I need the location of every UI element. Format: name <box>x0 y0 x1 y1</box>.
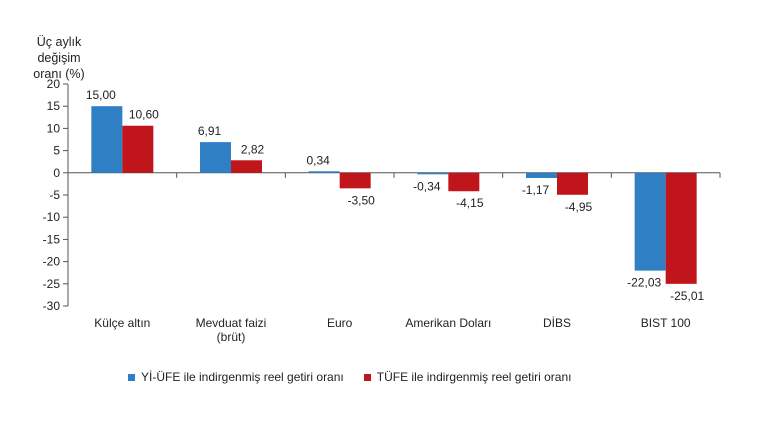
x-category-label: Mevduat faizi <box>196 316 267 330</box>
bar-tufe <box>231 160 262 173</box>
y-tick-label: 0 <box>53 166 60 180</box>
data-label: 15,00 <box>86 88 116 102</box>
bar-yi-ufe <box>200 142 231 173</box>
bar-tufe <box>122 125 154 173</box>
y-tick-label: 10 <box>47 121 61 135</box>
bar-chart: 20 15 10 5 0 -5 -10 -15 -20 -25 -30 15,00 10,60 Külçe… <box>43 77 721 344</box>
x-category-label: Külçe altın <box>94 316 150 330</box>
data-label: -4,95 <box>565 200 593 214</box>
data-label: 0,34 <box>306 153 330 167</box>
y-tick-label: 20 <box>47 77 61 91</box>
x-category-label: Euro <box>327 316 353 330</box>
bar-yi-ufe <box>634 172 666 271</box>
y-tick-label: -30 <box>43 299 61 313</box>
legend: Yİ-ÜFE ile indirgenmiş reel getiri oranı… <box>128 370 572 384</box>
bar-yi-ufe <box>526 172 557 178</box>
data-label: 10,60 <box>129 108 159 122</box>
data-label: -0,34 <box>413 179 441 193</box>
data-label: -1,17 <box>522 183 550 197</box>
x-category-label: DİBS <box>543 316 571 330</box>
data-label: -25,01 <box>670 289 704 303</box>
data-label: -22,03 <box>627 276 661 290</box>
y-axis-title-line1: Üç aylık değişim <box>36 35 82 65</box>
bar-yi-ufe <box>91 106 123 173</box>
data-label: 2,82 <box>241 142 265 156</box>
y-tick-label: 5 <box>53 144 60 158</box>
legend-label-tufe: TÜFE ile indirgenmiş reel getiri oranı <box>376 370 572 384</box>
bar-tufe <box>665 172 697 284</box>
y-tick-label: -10 <box>43 210 61 224</box>
y-tick-label: -20 <box>43 255 61 269</box>
data-label: 6,91 <box>198 124 222 138</box>
bar-tufe <box>339 172 371 189</box>
x-category-label: (brüt) <box>217 330 246 344</box>
y-axis-title: Üç aylık değişim oranı (%) <box>14 34 104 82</box>
legend-swatch-yi-ufe <box>128 373 135 381</box>
legend-item-tufe: TÜFE ile indirgenmiş reel getiri oranı <box>363 370 572 384</box>
bar-tufe <box>448 172 480 192</box>
y-tick-label: -5 <box>49 188 60 202</box>
legend-swatch-tufe <box>363 373 371 381</box>
bar-tufe <box>557 172 588 195</box>
bar-yi-ufe <box>308 171 340 173</box>
legend-label-yi-ufe: Yİ-ÜFE ile indirgenmiş reel getiri oranı <box>141 370 344 384</box>
x-category-label: BIST 100 <box>641 316 691 330</box>
x-category-label: Amerikan Doları <box>405 316 491 330</box>
y-tick-label: -15 <box>43 232 61 246</box>
y-axis-title-line2: oranı (%) <box>33 67 85 81</box>
y-tick-label: 15 <box>47 99 61 113</box>
data-label: -4,15 <box>456 196 484 210</box>
data-label: -3,50 <box>347 193 375 207</box>
legend-item-yi-ufe: Yİ-ÜFE ile indirgenmiş reel getiri oranı <box>128 370 344 384</box>
y-tick-label: -25 <box>43 277 61 291</box>
bar-yi-ufe <box>417 172 449 175</box>
